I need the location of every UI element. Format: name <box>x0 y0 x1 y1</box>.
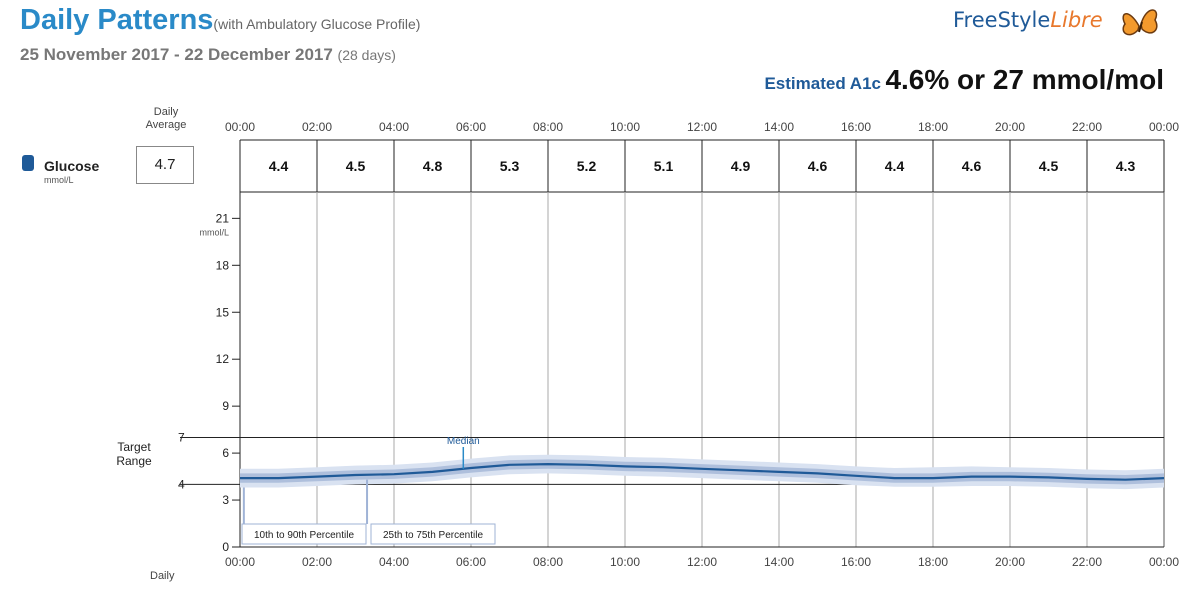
x-tick-label-bottom: 16:00 <box>841 555 871 569</box>
title-text: Daily Patterns <box>20 4 214 36</box>
bi-hourly-average-label: 4.9 <box>731 158 751 174</box>
bi-hourly-average-label: 4.3 <box>1116 158 1136 174</box>
x-tick-label-top: 06:00 <box>456 120 486 134</box>
p10-90-callout-box <box>241 523 367 545</box>
estimated-a1c: Estimated A1c 4.6% or 27 mmol/mol <box>764 64 1164 96</box>
x-tick-label-top: 18:00 <box>918 120 948 134</box>
a1c-value: 4.6% or 27 mmol/mol <box>885 64 1164 95</box>
date-range: 25 November 2017 - 22 December 2017 (28 … <box>20 45 396 65</box>
y-tick-label: 15 <box>216 305 230 319</box>
x-tick-label-top: 10:00 <box>610 120 640 134</box>
daily-average-label: Daily Average <box>136 106 196 132</box>
p25-75-callout-box <box>370 523 496 545</box>
x-tick-label-top: 04:00 <box>379 120 409 134</box>
x-tick-label-bottom: 14:00 <box>764 555 794 569</box>
bi-hourly-average-label: 4.6 <box>808 158 828 174</box>
y-tick-label: 18 <box>216 258 230 272</box>
target-range-label-line1: Target <box>117 440 151 454</box>
x-tick-label-bottom: 20:00 <box>995 555 1025 569</box>
daily-bottom-label: Daily <box>150 570 175 582</box>
y-tick-label: 0 <box>222 540 229 554</box>
y-tick-label: 6 <box>222 446 229 460</box>
y-tick-label: 12 <box>216 352 230 366</box>
glucose-unit: mmol/L <box>44 175 74 185</box>
x-tick-label-bottom: 02:00 <box>302 555 332 569</box>
y-axis-unit-label: mmol/L <box>199 227 229 237</box>
median-annotation: Median <box>447 436 480 447</box>
x-tick-label-top: 16:00 <box>841 120 871 134</box>
bi-hourly-average-label: 4.4 <box>269 158 289 174</box>
days-count: (28 days) <box>337 47 396 63</box>
glucose-sensor-icon <box>22 155 34 171</box>
glucose-label: Glucose <box>44 158 100 174</box>
x-tick-label-top: 02:00 <box>302 120 332 134</box>
target-low-label: 4 <box>178 477 185 491</box>
y-tick-label: 3 <box>222 493 229 507</box>
bi-hourly-average-label: 5.2 <box>577 158 597 174</box>
x-tick-label-bottom: 12:00 <box>687 555 717 569</box>
bi-hourly-average-label: 4.4 <box>885 158 905 174</box>
x-tick-label-top: 14:00 <box>764 120 794 134</box>
x-tick-label-top: 12:00 <box>687 120 717 134</box>
p25-75-annotation: 25th to 75th Percentile <box>383 530 484 541</box>
p10-90-annotation: 10th to 90th Percentile <box>254 530 355 541</box>
daily-average-label-line2: Average <box>145 119 187 131</box>
y-tick-label: 21 <box>216 211 230 225</box>
page-subtitle: (with Ambulatory Glucose Profile) <box>213 16 421 32</box>
x-tick-label-bottom: 10:00 <box>610 555 640 569</box>
freestyle-libre-logo: FreeStyleLibre <box>953 8 1163 54</box>
logo-libre-text: Libre <box>1050 8 1103 32</box>
logo-free-text: FreeStyle <box>953 8 1051 32</box>
median-line <box>240 462 1165 481</box>
target-high-label: 7 <box>178 430 185 444</box>
y-tick-label: 9 <box>222 399 229 413</box>
x-tick-label-bottom: 04:00 <box>379 555 409 569</box>
x-tick-label-bottom: 00:00 <box>1149 555 1179 569</box>
x-tick-label-top: 00:00 <box>225 120 255 134</box>
x-tick-label-top: 00:00 <box>1149 120 1179 134</box>
a1c-label: Estimated A1c <box>764 74 881 93</box>
bi-hourly-average-label: 4.5 <box>1039 158 1059 174</box>
bi-hourly-average-label: 5.1 <box>654 158 674 174</box>
x-tick-label-bottom: 08:00 <box>533 555 563 569</box>
bi-hourly-average-label: 5.3 <box>500 158 520 174</box>
x-tick-label-top: 22:00 <box>1072 120 1102 134</box>
x-tick-label-top: 20:00 <box>995 120 1025 134</box>
x-tick-label-bottom: 18:00 <box>918 555 948 569</box>
bi-hourly-average-label: 4.6 <box>962 158 982 174</box>
daily-average-value: 4.7 <box>136 146 194 184</box>
x-tick-label-top: 08:00 <box>533 120 563 134</box>
daily-average-label-line1: Daily <box>153 106 179 118</box>
butterfly-icon <box>1122 9 1158 36</box>
date-range-text: 25 November 2017 - 22 December 2017 <box>20 45 333 64</box>
target-range-label-line2: Range <box>116 454 152 468</box>
x-tick-label-bottom: 22:00 <box>1072 555 1102 569</box>
page-title: Daily Patterns(with Ambulatory Glucose P… <box>20 4 420 37</box>
x-tick-label-bottom: 06:00 <box>456 555 486 569</box>
bi-hourly-average-label: 4.5 <box>346 158 366 174</box>
x-tick-label-bottom: 00:00 <box>225 555 255 569</box>
bi-hourly-average-label: 4.8 <box>423 158 443 174</box>
